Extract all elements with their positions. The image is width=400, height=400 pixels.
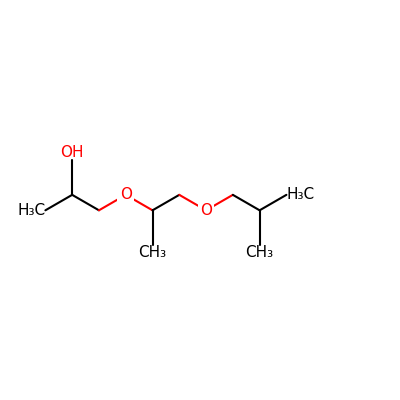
Text: H₃C: H₃C [286, 187, 314, 202]
Text: CH₃: CH₃ [138, 245, 166, 260]
Text: CH₃: CH₃ [246, 245, 274, 260]
Text: O: O [200, 203, 212, 218]
Text: O: O [120, 187, 132, 202]
Text: OH: OH [60, 145, 84, 160]
Text: H₃C: H₃C [17, 203, 45, 218]
